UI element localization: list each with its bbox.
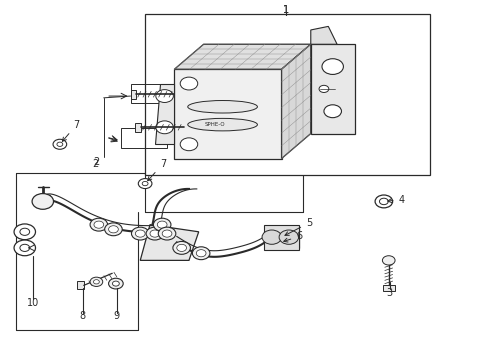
Circle shape [20,244,30,251]
Circle shape [90,277,103,287]
Circle shape [375,195,392,208]
Circle shape [142,181,148,186]
Circle shape [32,194,53,209]
Polygon shape [77,282,84,289]
Bar [267,228,298,248]
Circle shape [156,90,173,103]
Circle shape [270,236,276,240]
Bar [130,84,177,103]
Circle shape [94,221,104,228]
Circle shape [20,228,30,235]
Text: 9: 9 [114,311,120,321]
Bar [121,128,167,148]
Circle shape [180,138,198,151]
Circle shape [146,227,164,240]
Circle shape [14,224,35,240]
Text: 8: 8 [80,311,86,321]
Polygon shape [130,90,136,99]
Circle shape [322,59,343,75]
Circle shape [14,240,35,256]
Circle shape [196,249,206,257]
Circle shape [319,85,329,93]
Circle shape [324,105,342,118]
Circle shape [379,198,388,204]
Circle shape [131,227,149,240]
Polygon shape [383,285,394,291]
Text: 2: 2 [92,159,98,169]
Polygon shape [311,44,355,134]
Circle shape [284,236,289,240]
Circle shape [262,230,282,244]
Polygon shape [311,26,337,44]
Polygon shape [265,225,298,249]
Bar [145,14,430,175]
Circle shape [135,230,145,237]
Circle shape [113,281,119,286]
Circle shape [382,256,395,265]
Circle shape [156,121,173,134]
Circle shape [53,139,67,149]
Text: 1: 1 [283,5,290,15]
Ellipse shape [188,118,257,131]
Circle shape [193,247,210,260]
Circle shape [109,278,123,289]
Ellipse shape [269,233,278,244]
Text: 3: 3 [387,288,393,297]
Circle shape [180,77,198,90]
Text: 5: 5 [285,218,312,235]
Polygon shape [155,84,174,144]
Text: 7: 7 [147,159,166,181]
Circle shape [158,227,176,240]
Circle shape [157,221,167,228]
Circle shape [94,280,99,284]
Text: SPHE-O: SPHE-O [205,122,225,127]
Polygon shape [174,69,282,158]
Text: 10: 10 [27,298,39,308]
Circle shape [150,230,160,237]
Circle shape [162,230,172,237]
Ellipse shape [188,100,257,113]
Circle shape [57,142,63,147]
Circle shape [138,179,152,189]
Circle shape [279,230,298,244]
Text: 6: 6 [284,231,302,242]
Text: 7: 7 [62,120,80,141]
Circle shape [173,242,191,254]
Text: 1: 1 [283,5,290,15]
Polygon shape [174,44,311,69]
Circle shape [109,226,118,233]
Ellipse shape [282,233,291,244]
Circle shape [177,244,187,251]
Polygon shape [140,225,199,260]
Circle shape [153,218,171,231]
Text: 4: 4 [388,195,405,204]
Circle shape [105,223,122,236]
Circle shape [90,218,108,231]
Polygon shape [282,44,311,158]
Polygon shape [135,123,141,132]
Text: 2: 2 [93,157,99,167]
